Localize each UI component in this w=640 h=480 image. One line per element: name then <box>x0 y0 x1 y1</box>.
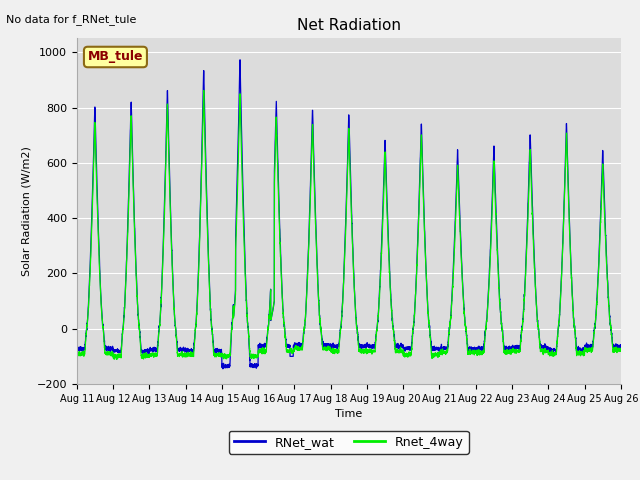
Title: Net Radiation: Net Radiation <box>297 18 401 33</box>
RNet_wat <box>219 366 227 372</box>
RNet_wat <box>73 345 81 351</box>
X-axis label: Time: Time <box>335 409 362 419</box>
Legend: RNet_wat, Rnet_4way: RNet_wat, Rnet_4way <box>229 431 468 454</box>
RNet_wat <box>617 344 625 349</box>
Rnet_4way <box>616 348 624 354</box>
RNet_wat <box>471 347 479 352</box>
Rnet_4way <box>502 351 509 357</box>
Line: Rnet_4way: Rnet_4way <box>77 90 621 360</box>
Text: No data for f_RNet_tule: No data for f_RNet_tule <box>6 14 137 25</box>
Rnet_4way <box>617 348 625 353</box>
Text: MB_tule: MB_tule <box>88 50 143 63</box>
Rnet_4way <box>171 317 179 323</box>
RNet_wat <box>171 313 179 319</box>
RNet_wat <box>502 348 509 354</box>
Rnet_4way <box>329 349 337 355</box>
Line: RNet_wat: RNet_wat <box>77 60 621 369</box>
Rnet_4way <box>200 87 207 93</box>
Rnet_4way <box>113 357 120 362</box>
RNet_wat <box>441 345 449 351</box>
Rnet_4way <box>441 350 449 356</box>
RNet_wat <box>329 344 337 350</box>
Rnet_4way <box>471 350 479 356</box>
RNet_wat <box>616 342 624 348</box>
Y-axis label: Solar Radiation (W/m2): Solar Radiation (W/m2) <box>21 146 31 276</box>
RNet_wat <box>236 57 244 63</box>
Rnet_4way <box>73 351 81 357</box>
